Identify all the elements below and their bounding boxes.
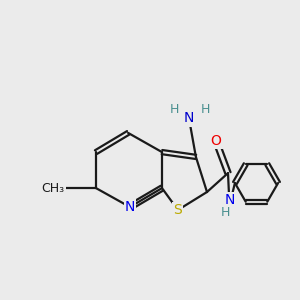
Text: H: H bbox=[201, 103, 210, 116]
Text: N: N bbox=[224, 193, 235, 207]
Text: H: H bbox=[221, 206, 231, 220]
Text: S: S bbox=[173, 203, 182, 217]
Text: H: H bbox=[169, 103, 179, 116]
Text: N: N bbox=[184, 112, 194, 125]
Text: O: O bbox=[211, 134, 221, 148]
Text: N: N bbox=[125, 200, 135, 214]
Text: CH₃: CH₃ bbox=[41, 182, 64, 195]
